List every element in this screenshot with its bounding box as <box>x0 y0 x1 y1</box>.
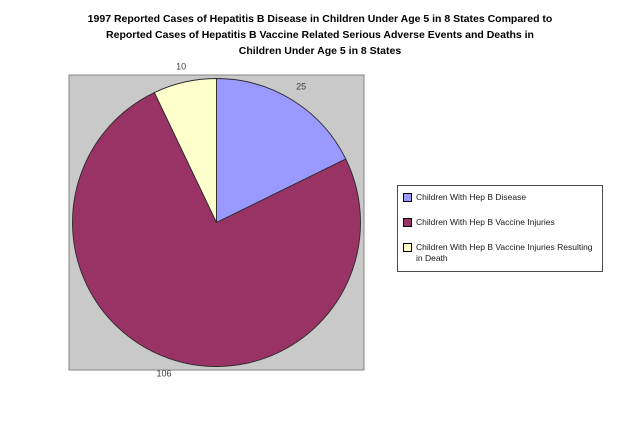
legend-item-vaccine-injuries: Children With Hep B Vaccine Injuries <box>402 217 599 228</box>
legend-item-label: Children With Hep B Disease <box>416 192 527 202</box>
pie-slice-1 <box>72 91 361 367</box>
pie-slice-0 <box>216 78 347 224</box>
legend-item-label: Children With Hep B Vaccine Injuries <box>416 217 555 227</box>
legend-item-injuries-resulting-in-death: Children With Hep B Vaccine Injuries Res… <box>402 242 599 264</box>
legend-swatch-icon <box>403 218 412 227</box>
pie-plot: 25 106 10 <box>68 62 365 379</box>
pie-slice-2 <box>153 78 217 223</box>
legend-item-hep-b-disease: Children With Hep B Disease <box>402 192 599 203</box>
pie-slices-group: 25 106 10 <box>72 62 361 379</box>
legend-swatch-icon <box>403 243 412 252</box>
chart-title: 1997 Reported Cases of Hepatitis B Disea… <box>87 13 553 57</box>
data-label-2: 10 <box>176 62 186 72</box>
data-label-0: 25 <box>296 82 306 92</box>
legend: Children With Hep B Disease Children Wit… <box>397 185 603 272</box>
legend-item-label: Children With Hep B Vaccine Injuries Res… <box>416 242 593 263</box>
data-label-1: 106 <box>156 369 171 379</box>
legend-swatch-icon <box>403 193 412 202</box>
